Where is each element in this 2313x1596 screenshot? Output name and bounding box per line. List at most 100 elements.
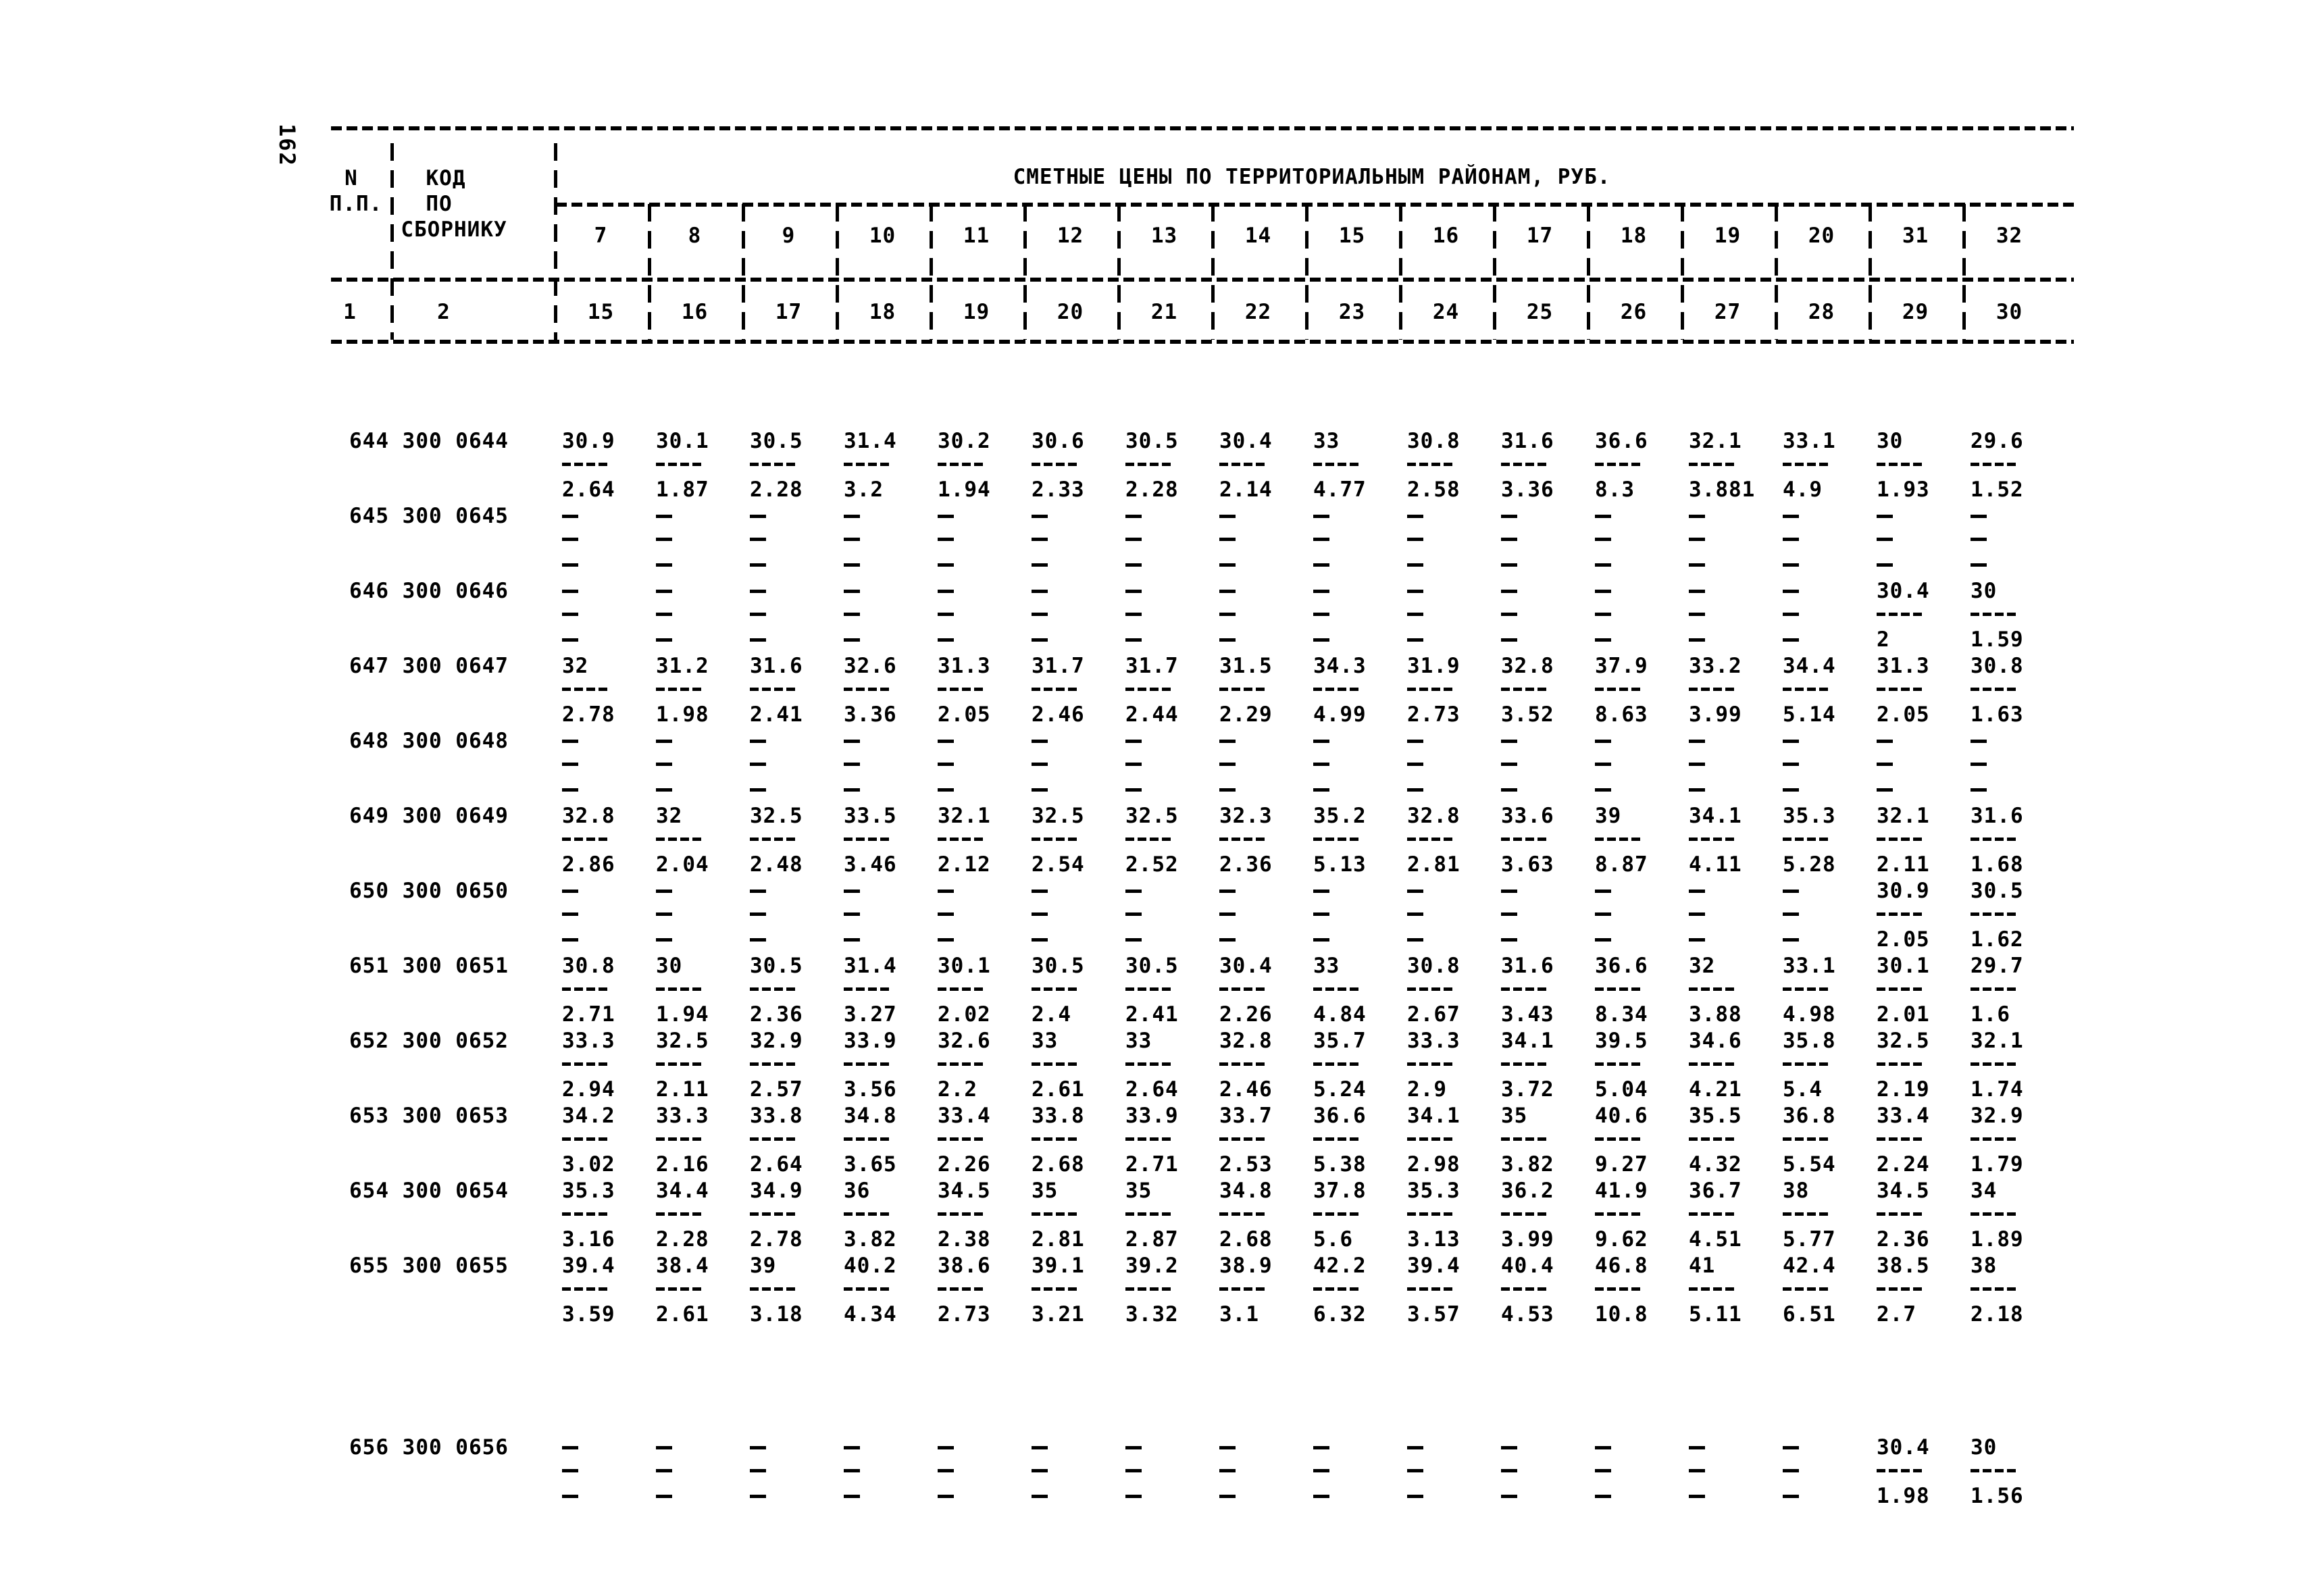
cell-value-bottom: 1.87 — [656, 479, 709, 500]
cell-underline — [656, 463, 705, 466]
row-label: 646 300 0646 — [349, 580, 509, 602]
cell-dash — [1125, 890, 1142, 893]
cell-value-top: 30.5 — [1125, 955, 1179, 977]
cell-value-bottom: 4.11 — [1689, 854, 1742, 875]
cell-dash — [938, 538, 954, 541]
cell-value-bottom: 8.34 — [1595, 1004, 1648, 1025]
cell-value-top: 39.4 — [562, 1255, 615, 1277]
cell-dash — [1125, 1446, 1142, 1449]
cell-underline — [1689, 1062, 1737, 1066]
district-column-14: 14 — [1245, 225, 1271, 247]
cell-value-bottom: 2.33 — [1032, 479, 1085, 500]
cell-dash — [938, 938, 954, 942]
cell-underline — [1501, 688, 1550, 691]
table-row: 645 300 0645 — [0, 505, 2313, 580]
cell-dash — [750, 890, 766, 893]
cell-value-bottom: 5.77 — [1783, 1229, 1836, 1250]
cell-underline — [1219, 463, 1268, 466]
cell-value-top: 34.6 — [1689, 1030, 1742, 1052]
cell-dash — [750, 563, 766, 567]
cell-underline — [1595, 1287, 1644, 1291]
cell-dash — [1971, 563, 1987, 567]
cell-underline — [1971, 1469, 2019, 1472]
cell-dash — [1032, 563, 1048, 567]
cell-value-top: 36.6 — [1313, 1105, 1367, 1127]
cell-value-bottom: 2.36 — [1877, 1229, 1930, 1250]
cell-underline — [562, 688, 611, 691]
cell-value-bottom: 2.64 — [562, 479, 615, 500]
cell-dash — [1032, 1469, 1048, 1472]
cell-dash — [656, 613, 672, 616]
cell-value-top: 30 — [1877, 430, 1903, 452]
cell-underline — [656, 838, 705, 841]
cell-dash — [750, 590, 766, 593]
cell-value-bottom: 5.4 — [1783, 1079, 1823, 1100]
cell-value-top: 29.6 — [1971, 430, 2024, 452]
cell-value-bottom: 2.98 — [1407, 1154, 1460, 1175]
cell-underline — [1313, 688, 1362, 691]
cell-dash — [1595, 1495, 1611, 1498]
cell-value-bottom: 2.38 — [938, 1229, 991, 1250]
cell-dash — [1125, 515, 1142, 518]
price-column-divider — [1023, 204, 1027, 340]
table-row: 644 300 064430.92.6430.11.8730.52.2831.4… — [0, 430, 2313, 505]
cell-dash — [1501, 638, 1517, 642]
cell-dash — [1032, 538, 1048, 541]
cell-value-top: 30.1 — [656, 430, 709, 452]
cell-value-bottom: 3.72 — [1501, 1079, 1554, 1100]
cell-underline — [1971, 688, 2019, 691]
cell-value-bottom: 1.59 — [1971, 629, 2024, 650]
cell-value-top: 41 — [1689, 1255, 1715, 1277]
table-row: 653 300 065334.23.0233.32.1633.82.6434.8… — [0, 1105, 2313, 1180]
cell-value-bottom: 2.86 — [562, 854, 615, 875]
cell-dash — [1595, 912, 1611, 916]
cell-underline — [1125, 688, 1174, 691]
index-column-17: 17 — [776, 301, 802, 323]
cell-underline — [844, 1287, 892, 1291]
cell-value-bottom: 3.02 — [562, 1154, 615, 1175]
cell-dash — [1783, 763, 1799, 766]
cell-underline — [1032, 987, 1080, 991]
cell-underline — [562, 463, 611, 466]
cell-dash — [1125, 1469, 1142, 1472]
cell-value-bottom: 3.36 — [1501, 479, 1554, 500]
cell-underline — [938, 463, 986, 466]
cell-dash — [938, 638, 954, 642]
cell-underline — [1877, 987, 1925, 991]
cell-value-top: 34.5 — [938, 1180, 991, 1202]
cell-underline — [1501, 1212, 1550, 1216]
cell-dash — [656, 788, 672, 792]
cell-dash — [844, 638, 860, 642]
cell-underline — [1032, 1287, 1080, 1291]
cell-dash — [1501, 563, 1517, 567]
cell-value-top: 38.6 — [938, 1255, 991, 1277]
cell-dash — [656, 763, 672, 766]
cell-dash — [750, 638, 766, 642]
cell-underline — [1501, 987, 1550, 991]
cell-dash — [750, 788, 766, 792]
cell-value-bottom: 2 — [1877, 629, 1890, 650]
cell-dash — [1125, 638, 1142, 642]
cell-value-top: 33 — [1125, 1030, 1152, 1052]
cell-dash — [1689, 890, 1705, 893]
cell-underline — [1219, 1062, 1268, 1066]
cell-dash — [1313, 638, 1329, 642]
cell-dash — [938, 613, 954, 616]
cell-dash — [844, 788, 860, 792]
cell-value-bottom: 3.1 — [1219, 1304, 1259, 1325]
cell-dash — [938, 890, 954, 893]
cell-dash — [1032, 740, 1048, 743]
cell-dash — [562, 912, 578, 916]
cell-underline — [1125, 838, 1174, 841]
cell-dash — [1877, 740, 1893, 743]
cell-underline — [750, 1137, 798, 1141]
cell-underline — [1032, 838, 1080, 841]
cell-dash — [1595, 538, 1611, 541]
cell-dash — [750, 912, 766, 916]
cell-dash — [656, 912, 672, 916]
cell-underline — [750, 463, 798, 466]
cell-value-top: 35 — [1032, 1180, 1058, 1202]
cell-dash — [1407, 613, 1423, 616]
cell-dash — [1125, 938, 1142, 942]
cell-value-bottom: 6.51 — [1783, 1304, 1836, 1325]
